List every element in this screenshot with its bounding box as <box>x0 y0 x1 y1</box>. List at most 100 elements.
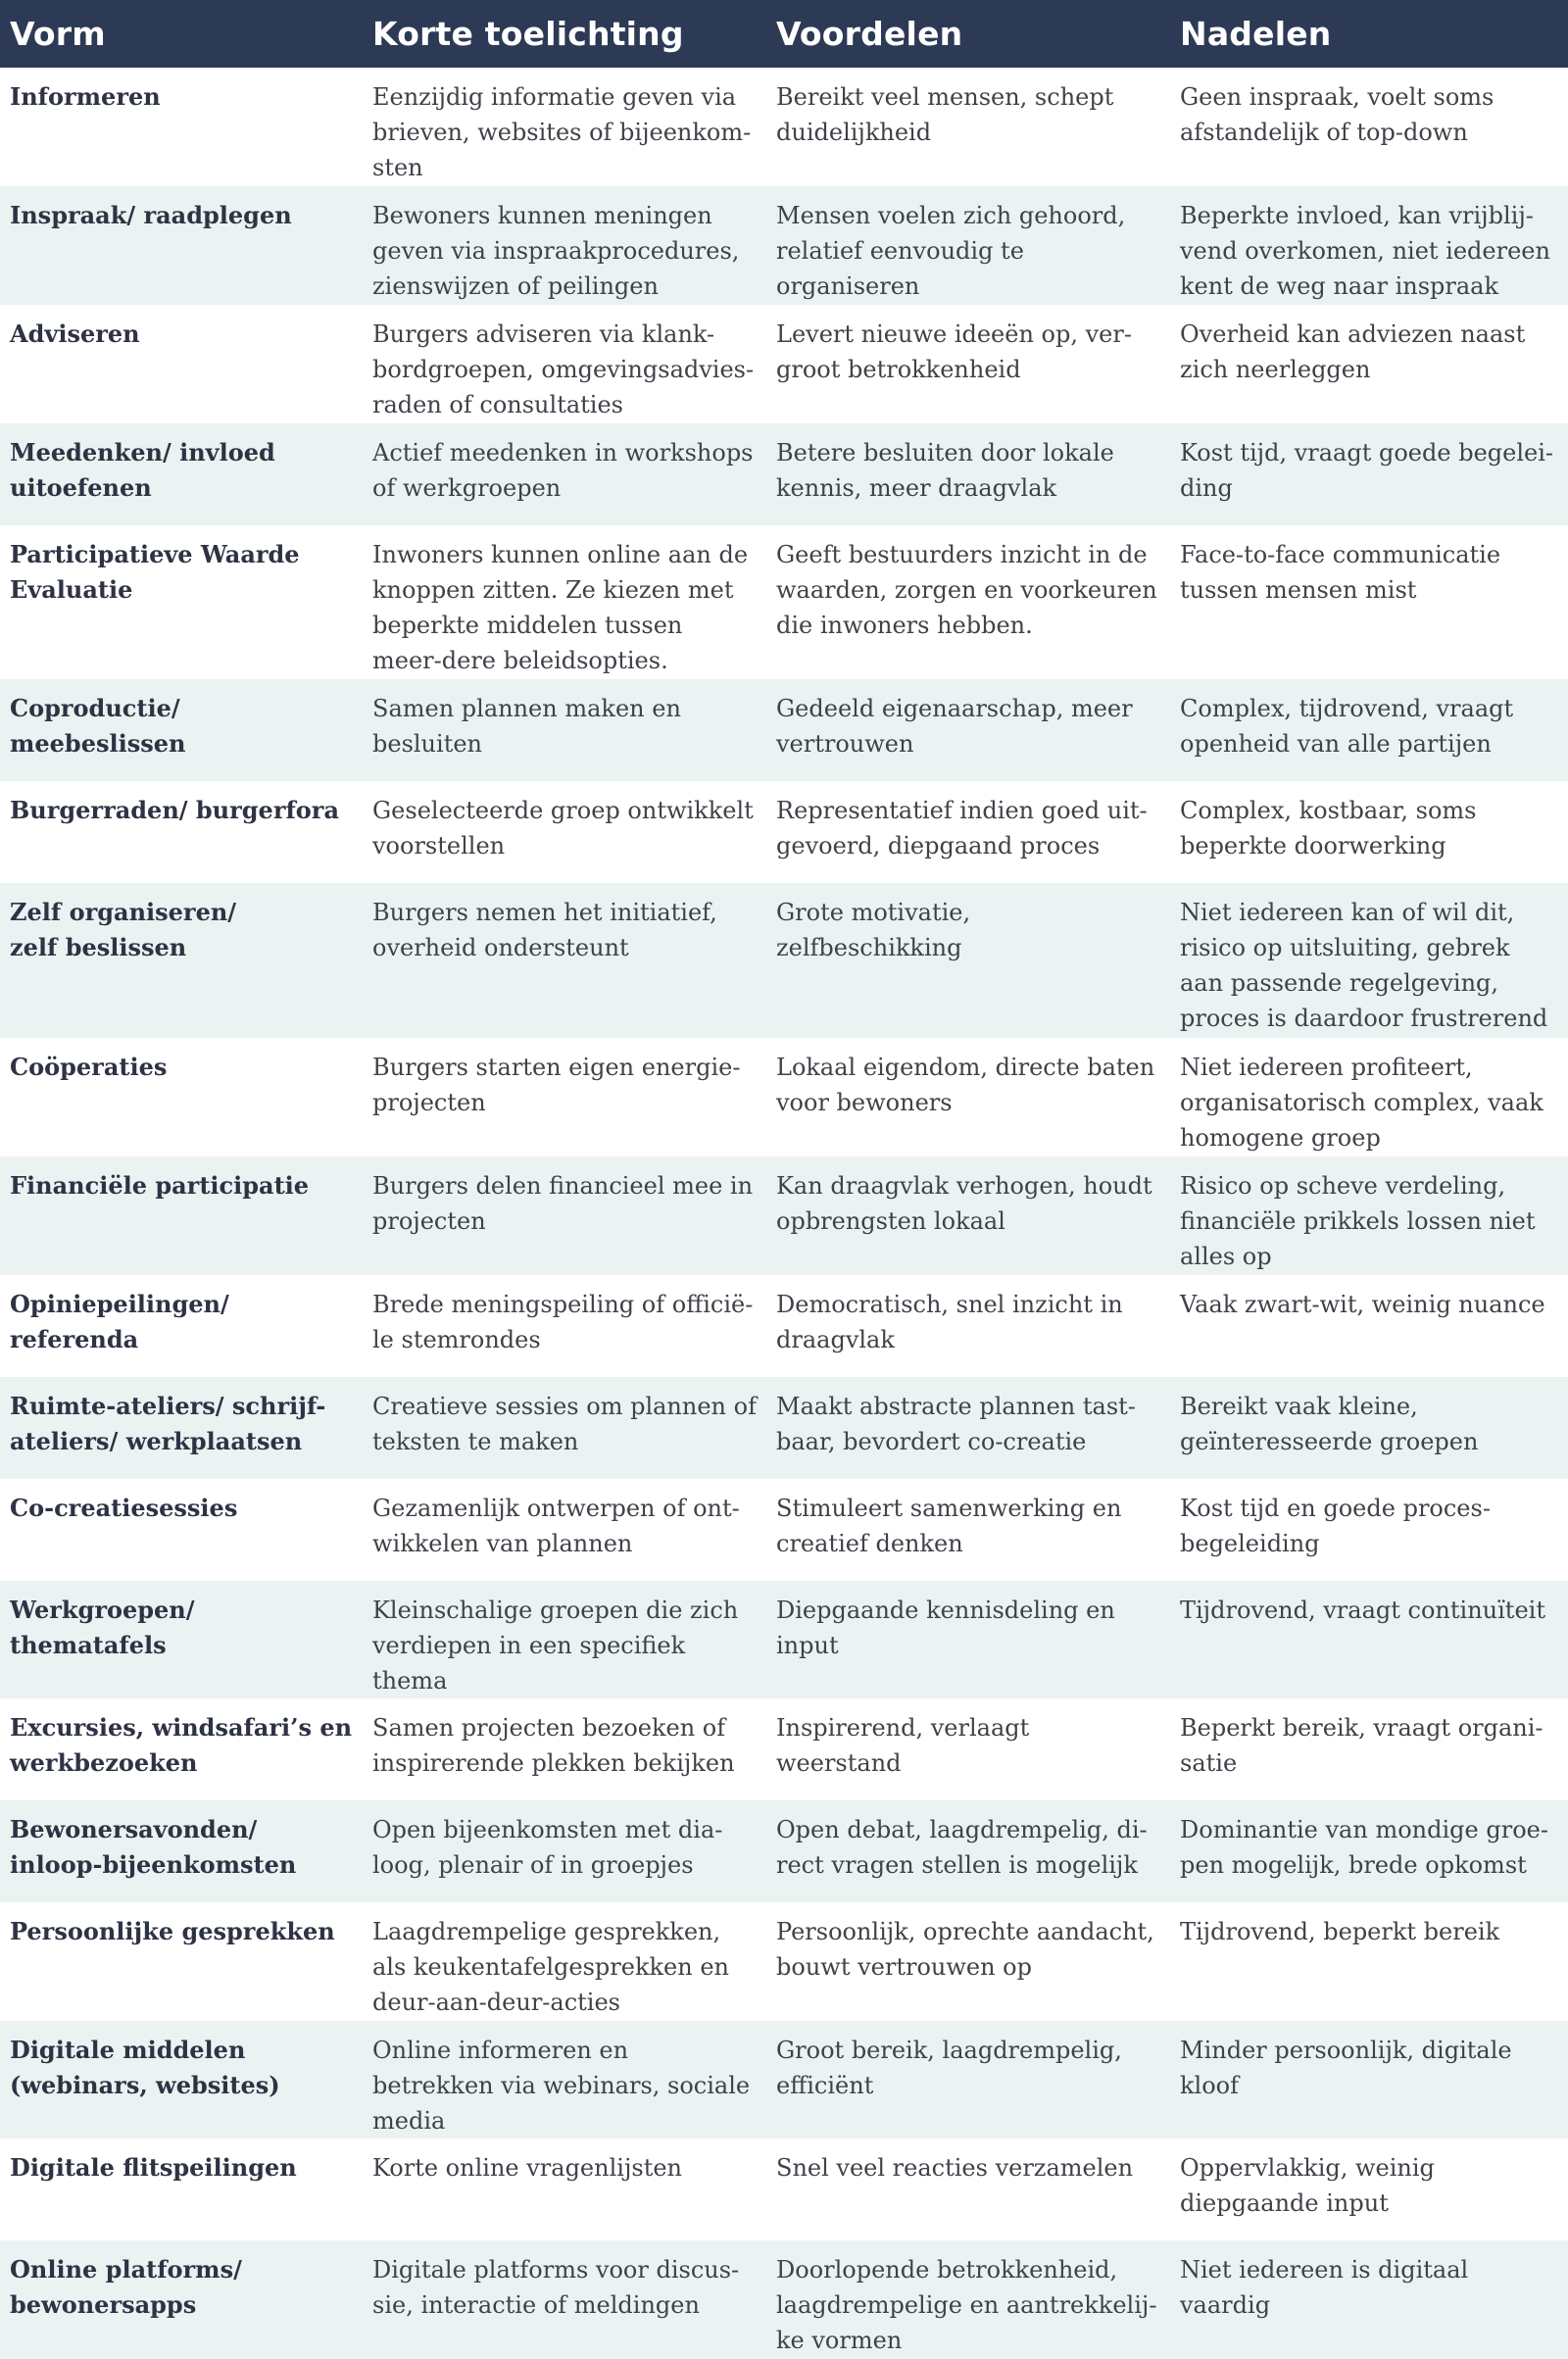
cell-vorm: Werkgroepen/ thematafels <box>0 1581 363 1698</box>
cell-toelichting: Kleinschalige groepen die zich verdiepen… <box>363 1581 766 1698</box>
cell-toelichting: Laagdrempelige gesprekken, als keukentaf… <box>363 1902 766 2021</box>
cell-nadelen: Minder persoonlijk, digitale kloof <box>1170 2021 1568 2138</box>
cell-vorm: Coproductie/ meebeslissen <box>0 679 363 781</box>
cell-voordelen: Representatief indien goed uit-gevoerd, … <box>766 781 1170 883</box>
cell-voordelen: Lokaal eigendom, directe baten voor bewo… <box>766 1038 1170 1156</box>
table-row: Burgerraden/ burgerfora Geselecteerde gro… <box>0 781 1568 883</box>
table-row: Co-creatiesessies Gezamenlijk ontwerpen o… <box>0 1479 1568 1581</box>
cell-toelichting: Bewoners kunnen meningen geven via inspr… <box>363 186 766 305</box>
cell-nadelen: Tijdrovend, beperkt bereik <box>1170 1902 1568 2021</box>
cell-toelichting: Creatieve sessies om plannen of teksten … <box>363 1377 766 1479</box>
header-nadelen: Nadelen <box>1170 0 1568 68</box>
cell-nadelen: Bereikt vaak kleine, geïnteresseerde gro… <box>1170 1377 1568 1479</box>
vorm-label: Financiële participatie <box>10 1171 310 1200</box>
cell-vorm: Financiële participatie <box>0 1156 363 1275</box>
cell-toelichting: Geselecteerde groep ontwikkelt voorstell… <box>363 781 766 883</box>
cell-voordelen: Inspirerend, verlaagt weerstand <box>766 1698 1170 1800</box>
cell-toelichting: Digitale platforms voor discus-sie, inte… <box>363 2240 766 2359</box>
cell-nadelen: Beperkt bereik, vraagt organi-satie <box>1170 1698 1568 1800</box>
vorm-label: Adviseren <box>10 319 140 348</box>
cell-nadelen: Face-to-face communicatie tussen mensen … <box>1170 525 1568 679</box>
vorm-label: Digitale middelen (webinars, websites) <box>10 2036 280 2099</box>
cell-vorm: Participatieve Waarde Evaluatie <box>0 525 363 679</box>
cell-toelichting: Inwoners kunnen online aan de knoppen zi… <box>363 525 766 679</box>
table-row: Meedenken/ invloed uitoefenen Actief meed… <box>0 423 1568 525</box>
cell-toelichting: Korte online vragenlijsten <box>363 2138 766 2240</box>
vorm-label: Inspraak/ raadplegen <box>10 201 292 229</box>
cell-nadelen: Niet iedereen is digitaal vaardig <box>1170 2240 1568 2359</box>
cell-nadelen: Risico op scheve verdeling, financiële p… <box>1170 1156 1568 1275</box>
table-header: Vorm Korte toelichting Voordelen Nadelen <box>0 0 1568 68</box>
cell-voordelen: Stimuleert samenwerking en creatief denk… <box>766 1479 1170 1581</box>
table-row: Adviseren Burgers adviseren via klank-bor… <box>0 305 1568 423</box>
cell-nadelen: Niet iedereen kan of wil dit, risico op … <box>1170 883 1568 1038</box>
table-row: Persoonlijke gesprekken Laagdrempelige ge… <box>0 1902 1568 2021</box>
cell-vorm: Bewonersavonden/ inloop-bijeenkomsten <box>0 1800 363 1902</box>
cell-toelichting: Eenzijdig informatie geven via brieven, … <box>363 68 766 186</box>
cell-vorm: Zelf organiseren/zelf beslissen <box>0 883 363 1038</box>
cell-vorm: Burgerraden/ burgerfora <box>0 781 363 883</box>
cell-vorm: Adviseren <box>0 305 363 423</box>
cell-voordelen: Maakt abstracte plannen tast-baar, bevor… <box>766 1377 1170 1479</box>
vorm-label-line2: zelf beslissen <box>10 933 187 961</box>
cell-vorm: Excursies, windsafari’s en werkbezoeken <box>0 1698 363 1800</box>
cell-vorm: Coöperaties <box>0 1038 363 1156</box>
cell-vorm: Meedenken/ invloed uitoefenen <box>0 423 363 525</box>
cell-voordelen: Snel veel reacties verzamelen <box>766 2138 1170 2240</box>
cell-voordelen: Levert nieuwe ideeën op, ver-groot betro… <box>766 305 1170 423</box>
cell-nadelen: Kost tijd, vraagt goede begelei-ding <box>1170 423 1568 525</box>
cell-toelichting: Burgers nemen het initiatief, overheid o… <box>363 883 766 1038</box>
cell-vorm: Digitale middelen (webinars, websites) <box>0 2021 363 2138</box>
table-row: Bewonersavonden/ inloop-bijeenkomsten Ope… <box>0 1800 1568 1902</box>
cell-vorm: Informeren <box>0 68 363 186</box>
vorm-label: Informeren <box>10 82 161 111</box>
cell-voordelen: Groot bereik, laagdrempelig, efficiënt <box>766 2021 1170 2138</box>
table-row: Coproductie/ meebeslissen Samen plannen m… <box>0 679 1568 781</box>
cell-toelichting: Burgers adviseren via klank-bordgroepen,… <box>363 305 766 423</box>
header-voordelen: Voordelen <box>766 0 1170 68</box>
table-row: Opiniepeilingen/ referenda Brede meningsp… <box>0 1275 1568 1377</box>
cell-voordelen: Diepgaande kennisdeling en input <box>766 1581 1170 1698</box>
vorm-label: Meedenken/ invloed uitoefenen <box>10 438 275 502</box>
cell-vorm: Persoonlijke gesprekken <box>0 1902 363 2021</box>
vorm-label: Digitale flitspeilingen <box>10 2153 297 2182</box>
vorm-label: Persoonlijke gesprekken <box>10 1917 335 1945</box>
cell-nadelen: Overheid kan adviezen naast zich neerleg… <box>1170 305 1568 423</box>
header-row: Vorm Korte toelichting Voordelen Nadelen <box>0 0 1568 68</box>
cell-vorm: Digitale flitspeilingen <box>0 2138 363 2240</box>
cell-toelichting: Open bijeenkomsten met dia-loog, plenair… <box>363 1800 766 1902</box>
table-row: Digitale flitspeilingen Korte online vrag… <box>0 2138 1568 2240</box>
cell-nadelen: Dominantie van mondige groe-pen mogelijk… <box>1170 1800 1568 1902</box>
cell-toelichting: Burgers delen financieel mee in projecte… <box>363 1156 766 1275</box>
cell-nadelen: Complex, kostbaar, soms beperkte doorwer… <box>1170 781 1568 883</box>
cell-toelichting: Online informeren en betrekken via webin… <box>363 2021 766 2138</box>
cell-toelichting: Samen projecten bezoeken of inspirerende… <box>363 1698 766 1800</box>
table-body: Informeren Eenzijdig informatie geven via… <box>0 68 1568 2359</box>
vorm-label: Werkgroepen/ thematafels <box>10 1596 195 1659</box>
header-toelichting: Korte toelichting <box>363 0 766 68</box>
vorm-label: Coöperaties <box>10 1053 168 1081</box>
cell-voordelen: Mensen voelen zich gehoord, relatief een… <box>766 186 1170 305</box>
table-row: Zelf organiseren/zelf beslissen Burgers n… <box>0 883 1568 1038</box>
table-row: Excursies, windsafari’s en werkbezoeken S… <box>0 1698 1568 1800</box>
table-row: Financiële participatie Burgers delen fin… <box>0 1156 1568 1275</box>
cell-voordelen: Democratisch, snel inzicht in draagvlak <box>766 1275 1170 1377</box>
cell-vorm: Co-creatiesessies <box>0 1479 363 1581</box>
header-vorm: Vorm <box>0 0 363 68</box>
vorm-label: Coproductie/ meebeslissen <box>10 694 186 758</box>
table-row: Coöperaties Burgers starten eigen energie… <box>0 1038 1568 1156</box>
cell-nadelen: Oppervlakkig, weinig diepgaande input <box>1170 2138 1568 2240</box>
vorm-label: Zelf organiseren/ <box>10 898 237 926</box>
cell-toelichting: Actief meedenken in workshops of werkgro… <box>363 423 766 525</box>
cell-voordelen: Kan draagvlak verhogen, houdt opbrengste… <box>766 1156 1170 1275</box>
cell-vorm: Online platforms/ bewonersapps <box>0 2240 363 2359</box>
table-row: Werkgroepen/ thematafels Kleinschalige gr… <box>0 1581 1568 1698</box>
cell-toelichting: Burgers starten eigen energie-projecten <box>363 1038 766 1156</box>
table-row: Ruimte-ateliers/ schrijf-ateliers/ werkp… <box>0 1377 1568 1479</box>
table-row: Participatieve Waarde Evaluatie Inwoners … <box>0 525 1568 679</box>
cell-vorm: Opiniepeilingen/ referenda <box>0 1275 363 1377</box>
cell-nadelen: Beperkte invloed, kan vrijblij-vend over… <box>1170 186 1568 305</box>
cell-nadelen: Kost tijd en goede proces-begeleiding <box>1170 1479 1568 1581</box>
cell-vorm: Ruimte-ateliers/ schrijf-ateliers/ werkp… <box>0 1377 363 1479</box>
